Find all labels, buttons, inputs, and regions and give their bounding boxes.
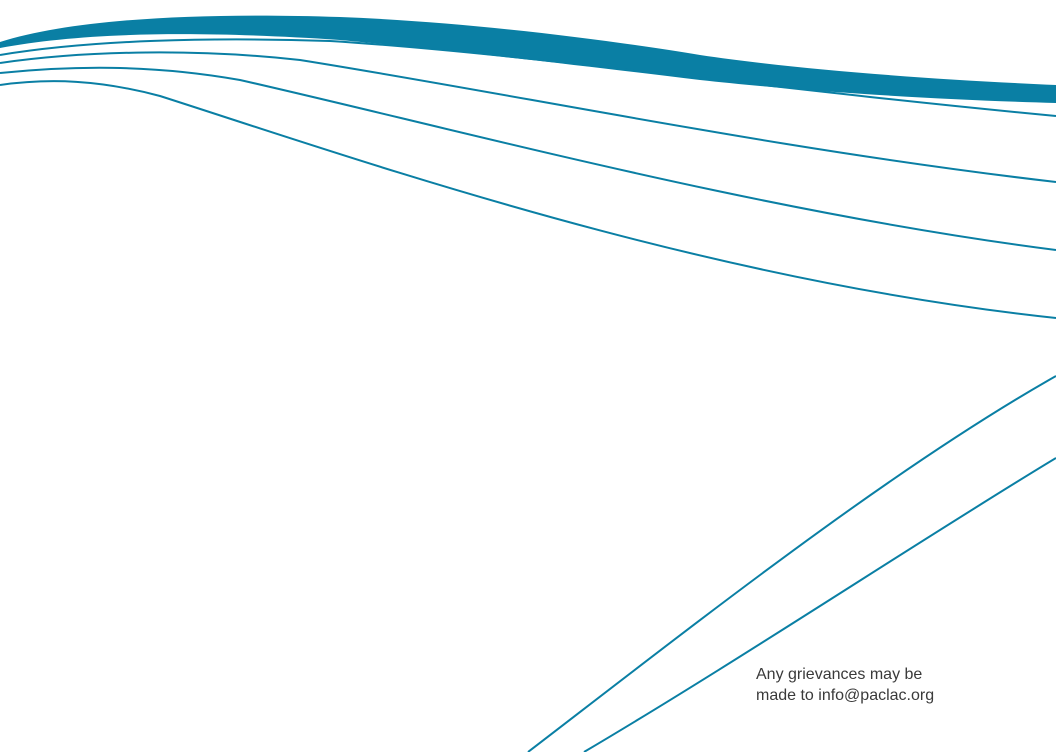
wave-line-1 <box>0 38 1056 117</box>
wave-line-3 <box>0 66 1056 251</box>
grievance-note: Any grievances may be made to info@pacla… <box>756 664 1036 706</box>
grievance-note-line-2: made to info@paclac.org <box>756 687 935 704</box>
wave-line-5 <box>527 375 1056 752</box>
wave-line-6 <box>583 457 1056 752</box>
wave-line-4 <box>0 80 1056 319</box>
wave-line-2 <box>0 51 1056 183</box>
grievance-note-line-1: Any grievances may be <box>756 666 923 683</box>
